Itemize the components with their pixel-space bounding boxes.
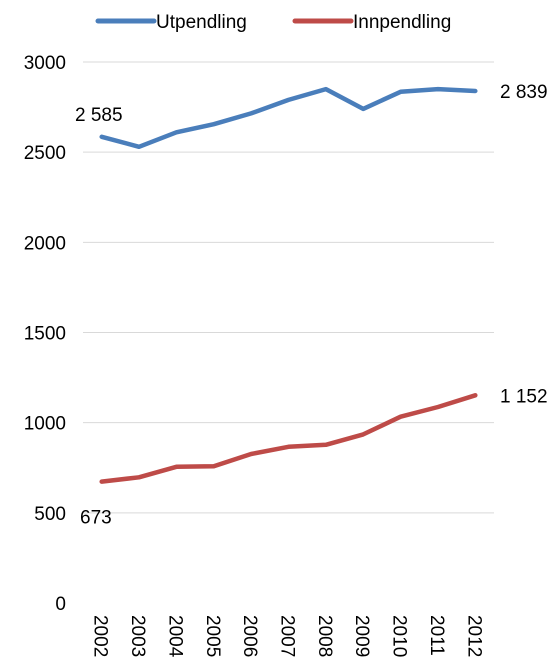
x-tick-label-2008: 2008 — [314, 615, 335, 657]
series-line-utpendling — [99, 86, 478, 150]
data-labels: 2 585 2 839 673 1 152 — [75, 82, 548, 529]
legend: Utpendling Innpendling — [95, 12, 451, 33]
gridlines — [83, 61, 494, 514]
x-tick-label-2011: 2011 — [426, 615, 447, 656]
data-label-innpendling-2012: 1 152 — [500, 386, 548, 407]
data-label-utpendling-2012: 2 839 — [500, 82, 548, 103]
x-tick-label-2004: 2004 — [164, 615, 185, 658]
y-tick-label-3000: 3000 — [24, 53, 66, 74]
x-tick-label-2012: 2012 — [463, 615, 484, 657]
y-tick-label-2500: 2500 — [24, 143, 66, 164]
x-tick-label-2003: 2003 — [127, 615, 148, 657]
x-tick-label-2005: 2005 — [202, 615, 223, 657]
x-tick-label-2006: 2006 — [239, 615, 260, 657]
x-tick-label-2009: 2009 — [351, 615, 372, 657]
y-axis-ticks: 0 500 1000 1500 2000 2500 3000 — [24, 53, 66, 615]
y-tick-label-2000: 2000 — [24, 233, 66, 254]
x-tick-label-2007: 2007 — [277, 615, 298, 657]
series-lines — [99, 86, 478, 484]
y-tick-label-1500: 1500 — [24, 324, 66, 345]
x-tick-label-2010: 2010 — [389, 615, 410, 657]
data-label-innpendling-2002: 673 — [80, 508, 112, 529]
y-tick-label-1000: 1000 — [24, 414, 66, 435]
legend-label-innpendling: Innpendling — [353, 12, 451, 33]
legend-label-utpendling: Utpendling — [156, 12, 247, 33]
x-tick-label-2002: 2002 — [90, 615, 111, 657]
series-line-innpendling — [99, 393, 478, 484]
data-label-utpendling-2002: 2 585 — [75, 105, 123, 126]
y-tick-label-0: 0 — [55, 594, 66, 615]
x-axis-ticks: 2002 2003 2004 2005 2006 2007 2008 2009 2010 2011… — [90, 615, 485, 658]
y-tick-label-500: 500 — [34, 504, 66, 525]
